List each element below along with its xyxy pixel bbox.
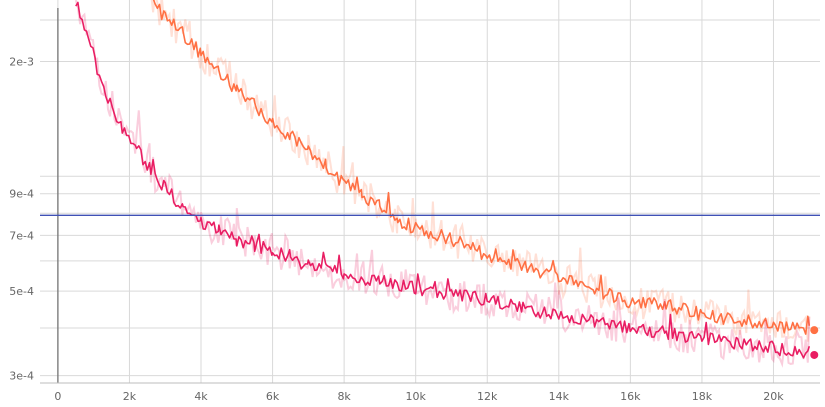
x-tick-label: 4k — [194, 390, 208, 403]
x-tick-label: 0 — [54, 390, 61, 403]
x-tick-label: 2k — [123, 390, 137, 403]
y-tick-label: 3e-4 — [9, 370, 34, 383]
x-tick-label: 12k — [477, 390, 498, 403]
x-tick-label: 8k — [337, 390, 351, 403]
series-1-line — [152, 0, 811, 335]
series-2-line — [75, 1, 811, 359]
series-2-raw-line — [74, 0, 811, 368]
series-2-end-marker — [810, 350, 819, 359]
series-1-end-marker — [810, 326, 819, 335]
y-tick-label: 7e-4 — [9, 229, 34, 242]
x-tick-label: 10k — [406, 390, 427, 403]
x-tick-label: 16k — [620, 390, 641, 403]
x-tick-label: 20k — [763, 390, 784, 403]
y-tick-label: 5e-4 — [9, 285, 34, 298]
y-tick-label: 2e-3 — [9, 56, 34, 69]
y-tick-label: 9e-4 — [9, 188, 34, 201]
x-tick-label: 14k — [549, 390, 570, 403]
x-tick-label: 6k — [266, 390, 280, 403]
x-tick-label: 18k — [692, 390, 713, 403]
